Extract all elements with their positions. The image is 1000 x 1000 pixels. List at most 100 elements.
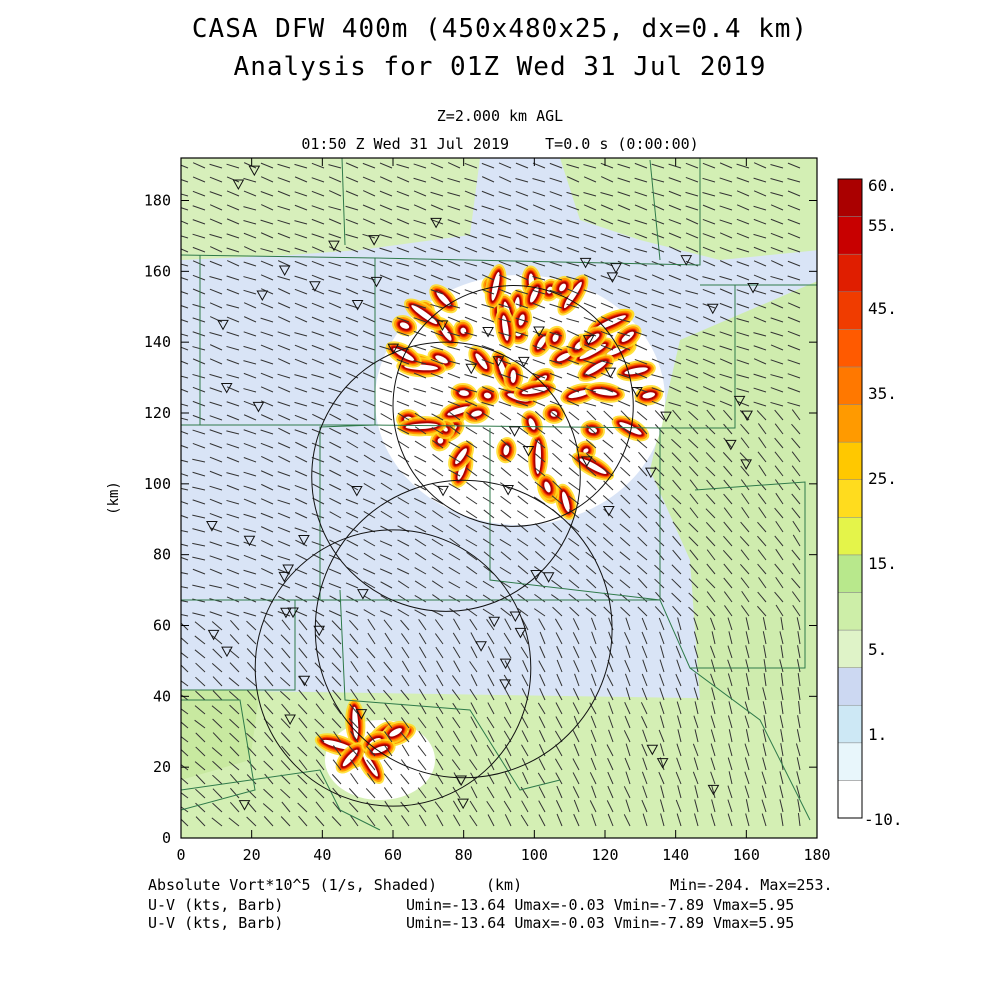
wind-barb <box>280 718 291 729</box>
wind-barb <box>329 441 342 449</box>
wind-barb <box>589 800 597 813</box>
wind-barb <box>345 316 359 323</box>
wind-barb <box>651 330 665 337</box>
wind-barb <box>573 799 580 813</box>
y-axis-label: (km) <box>106 481 122 515</box>
wind-barb <box>500 523 512 533</box>
station-marker <box>499 679 511 690</box>
wind-barb <box>538 814 546 827</box>
wind-barb <box>486 660 495 673</box>
wind-barb <box>260 260 274 267</box>
wind-barb <box>362 498 376 505</box>
wind-barb <box>685 345 699 351</box>
wind-barb <box>603 424 614 435</box>
wind-barb <box>261 455 274 463</box>
wind-barb <box>346 566 359 575</box>
wind-barb <box>538 716 546 729</box>
wind-barb <box>722 549 733 561</box>
wind-barb <box>192 219 206 225</box>
wind-barb <box>603 480 614 491</box>
wind-barb <box>498 359 512 365</box>
wind-barb <box>209 246 223 253</box>
wind-barb <box>775 548 784 561</box>
vorticity-max <box>450 382 477 404</box>
wind-barb <box>607 785 614 799</box>
wind-barb <box>723 577 733 589</box>
wind-barb <box>295 539 308 547</box>
wind-barb <box>383 773 393 785</box>
wind-barb <box>602 523 614 533</box>
wind-barb <box>346 440 359 449</box>
wind-barb <box>481 162 495 169</box>
wind-barb <box>727 673 733 687</box>
wind-barb <box>723 563 733 575</box>
wind-barb <box>659 687 665 701</box>
wind-barb <box>770 401 784 407</box>
wind-barb <box>583 164 597 169</box>
wind-barb <box>685 290 699 295</box>
wind-barb <box>757 451 767 463</box>
wind-barb <box>736 232 750 239</box>
wind-barb <box>226 374 240 379</box>
wind-barb <box>500 467 512 477</box>
wind-barb <box>482 608 495 617</box>
wind-barb <box>192 386 206 393</box>
station-marker <box>455 775 467 787</box>
wind-barb <box>486 786 495 799</box>
wind-barb <box>637 423 648 435</box>
wind-barb <box>397 539 410 547</box>
wind-barb <box>774 409 784 421</box>
wind-barb <box>311 218 325 225</box>
wind-barb <box>753 246 767 253</box>
wind-barb <box>328 331 342 337</box>
wind-barb <box>401 646 410 659</box>
wind-barb <box>380 510 393 519</box>
wind-barb <box>481 205 495 211</box>
wind-barb <box>787 218 801 225</box>
wind-barb <box>517 607 529 617</box>
wind-barb <box>591 813 597 827</box>
wind-barb <box>498 176 512 183</box>
wind-barb <box>447 316 461 323</box>
vorticity-max <box>551 275 574 299</box>
wind-barb <box>181 417 189 421</box>
wind-barb <box>464 233 478 239</box>
wind-barb <box>532 191 546 197</box>
wind-barb <box>379 247 393 253</box>
wind-barb <box>328 610 342 617</box>
wind-barb <box>739 452 750 463</box>
wind-barb <box>333 731 342 743</box>
wind-barb <box>464 303 478 309</box>
wind-barb <box>762 729 767 743</box>
wind-barb <box>498 303 512 309</box>
wind-barb <box>246 816 257 827</box>
wind-barb <box>328 246 342 253</box>
wind-barb <box>329 595 342 603</box>
wind-barb <box>620 438 631 449</box>
wind-barb <box>568 579 580 589</box>
wind-barb <box>363 426 376 435</box>
wind-barb <box>209 387 223 393</box>
station-marker <box>707 784 720 796</box>
colorbar-swatch <box>837 291 863 330</box>
wind-barb <box>569 606 580 617</box>
wind-barb <box>515 386 529 393</box>
wind-barb <box>745 673 750 687</box>
wind-barb <box>753 289 767 295</box>
wind-barb <box>515 289 529 295</box>
wind-barb <box>277 344 291 351</box>
wind-barb <box>379 359 393 365</box>
wind-barb <box>260 359 274 365</box>
wind-barb <box>728 771 733 785</box>
wind-barb <box>787 288 801 295</box>
wind-barb <box>688 438 699 449</box>
wind-barb <box>298 633 308 645</box>
wind-barb <box>689 507 699 519</box>
wind-barb <box>243 162 257 169</box>
wind-barb <box>740 605 750 617</box>
colorbar-swatch <box>837 479 863 518</box>
wind-barb <box>181 514 189 519</box>
wind-barb <box>672 549 682 561</box>
wind-barb <box>430 402 444 407</box>
wind-barb <box>279 676 291 687</box>
